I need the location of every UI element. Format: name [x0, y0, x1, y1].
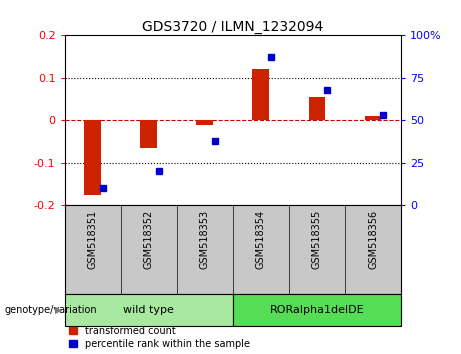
Bar	[140, 120, 157, 148]
Title: GDS3720 / ILMN_1232094: GDS3720 / ILMN_1232094	[142, 21, 324, 34]
Bar	[253, 69, 269, 120]
Text: GSM518355: GSM518355	[312, 210, 322, 269]
FancyBboxPatch shape	[65, 294, 233, 326]
Text: GSM518353: GSM518353	[200, 210, 210, 269]
Text: GSM518356: GSM518356	[368, 210, 378, 269]
Text: GSM518351: GSM518351	[88, 210, 98, 269]
Text: ▶: ▶	[55, 305, 63, 315]
Legend: transformed count, percentile rank within the sample: transformed count, percentile rank withi…	[70, 326, 250, 349]
Bar	[84, 120, 101, 195]
Bar	[196, 120, 213, 125]
FancyBboxPatch shape	[233, 294, 401, 326]
Text: GSM518354: GSM518354	[256, 210, 266, 269]
Text: RORalpha1delDE: RORalpha1delDE	[270, 305, 364, 315]
Text: genotype/variation: genotype/variation	[5, 305, 97, 315]
Bar	[365, 116, 381, 120]
Bar	[308, 97, 325, 120]
Text: GSM518352: GSM518352	[144, 210, 154, 269]
Text: wild type: wild type	[123, 305, 174, 315]
